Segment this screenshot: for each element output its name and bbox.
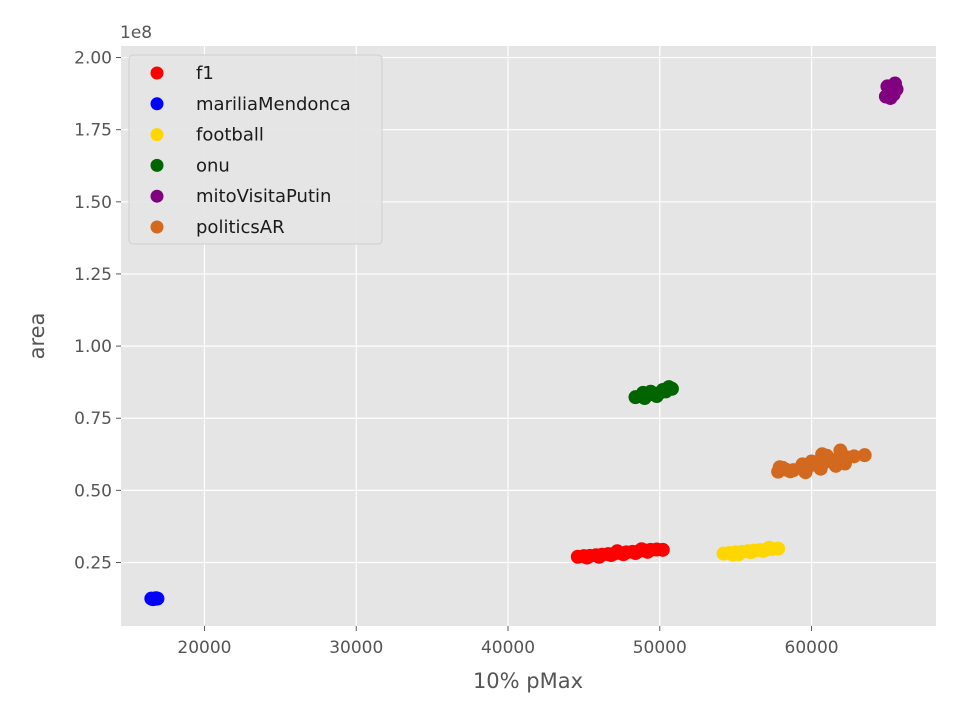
y-offset-label: 1e8	[120, 23, 152, 43]
legend-label: politicsAR	[196, 217, 285, 238]
legend-marker	[150, 189, 164, 203]
series-mitoVisitaPutin	[878, 76, 904, 105]
data-point	[762, 540, 777, 555]
x-tick-label: 60000	[785, 638, 839, 658]
data-point	[643, 384, 658, 399]
y-tick-label: 1.50	[74, 193, 112, 213]
x-tick-label: 20000	[177, 638, 231, 658]
legend-box	[128, 54, 383, 245]
x-tick-label: 40000	[481, 638, 535, 658]
series-football	[716, 540, 786, 562]
data-point	[857, 448, 872, 463]
legend-label: mariliaMendonca	[196, 94, 351, 115]
data-point	[655, 542, 670, 557]
legend-marker	[150, 220, 164, 234]
legend-marker	[150, 158, 164, 172]
data-point	[592, 549, 607, 564]
data-point	[889, 82, 904, 97]
legend: f1 mariliaMendonca football onu mitoVisitaPu…	[128, 54, 383, 245]
legend-marker	[150, 66, 164, 80]
data-point	[825, 453, 840, 468]
data-points	[144, 76, 904, 607]
data-point	[775, 460, 790, 475]
x-tick-label: 50000	[633, 638, 687, 658]
legend-label: mitoVisitaPutin	[196, 186, 331, 207]
series-mariliaMendonca	[144, 591, 165, 607]
data-point	[661, 380, 676, 395]
y-tick-label: 0.50	[74, 481, 112, 501]
x-axis-label: 10% pMax	[473, 669, 583, 693]
data-point	[836, 453, 851, 468]
data-point	[634, 542, 649, 557]
legend-marker	[150, 128, 164, 142]
series-politicsAR	[771, 443, 872, 480]
y-tick-label: 1.00	[74, 337, 112, 357]
y-tick-label: 0.75	[74, 409, 112, 429]
y-axis-ticks: 0.25 0.50 0.75 1.00 1.25 1.50 1.75 2.00	[74, 49, 121, 574]
series-onu	[628, 380, 679, 406]
data-point	[610, 544, 625, 559]
y-axis-label: area	[25, 313, 49, 360]
x-tick-label: 30000	[329, 638, 383, 658]
data-point	[743, 545, 758, 560]
y-tick-label: 0.25	[74, 554, 112, 574]
x-axis-ticks: 20000 30000 40000 50000 60000	[177, 626, 839, 658]
legend-label: onu	[196, 155, 230, 176]
y-tick-label: 2.00	[74, 49, 112, 69]
data-point	[145, 592, 160, 607]
y-tick-label: 1.75	[74, 121, 112, 141]
data-point	[579, 550, 594, 565]
data-point	[795, 457, 810, 472]
legend-marker	[150, 97, 164, 111]
series-f1	[570, 542, 670, 565]
grid-lines	[121, 46, 936, 626]
legend-label: f1	[196, 63, 214, 84]
legend-label: football	[196, 125, 264, 146]
data-point	[815, 447, 830, 462]
y-tick-label: 1.25	[74, 265, 112, 285]
data-point	[725, 547, 740, 562]
